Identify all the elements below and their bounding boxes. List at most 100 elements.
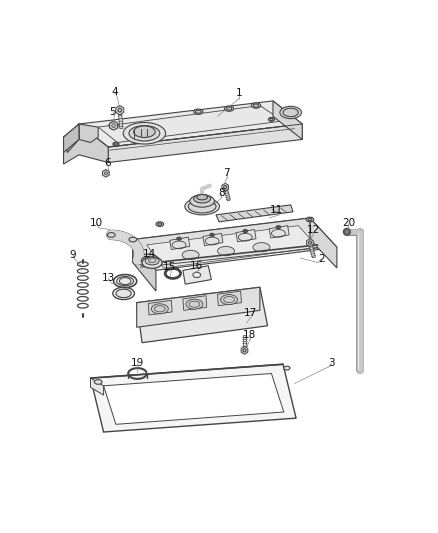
Ellipse shape [251,103,261,108]
Ellipse shape [123,123,166,144]
Text: 14: 14 [143,249,156,259]
Ellipse shape [129,237,137,242]
Ellipse shape [280,106,301,119]
Polygon shape [224,187,230,201]
Ellipse shape [277,227,279,228]
Polygon shape [64,124,108,164]
Ellipse shape [345,230,349,234]
Text: 4: 4 [112,87,118,98]
Ellipse shape [186,299,203,309]
Polygon shape [269,225,289,238]
Polygon shape [116,106,124,115]
Polygon shape [241,346,248,354]
Polygon shape [67,124,79,152]
Polygon shape [170,237,190,249]
Text: 13: 13 [102,273,115,283]
Ellipse shape [104,172,107,175]
Text: 1: 1 [236,88,242,98]
Ellipse shape [117,277,134,286]
Text: 7: 7 [223,168,230,179]
Ellipse shape [253,104,259,107]
Ellipse shape [113,142,119,146]
Text: 16: 16 [190,261,203,271]
Ellipse shape [253,243,270,252]
Ellipse shape [211,234,213,236]
Ellipse shape [194,195,211,203]
Ellipse shape [142,257,162,269]
Ellipse shape [112,124,116,127]
Polygon shape [148,301,172,315]
Ellipse shape [107,232,115,237]
Polygon shape [218,291,241,306]
Ellipse shape [270,118,273,120]
Polygon shape [133,239,156,291]
Text: 18: 18 [243,330,257,340]
Polygon shape [137,287,268,343]
Polygon shape [310,218,337,268]
Ellipse shape [190,195,215,207]
Polygon shape [137,287,260,327]
Ellipse shape [197,195,208,200]
Text: 20: 20 [342,219,355,228]
Polygon shape [110,121,117,130]
Polygon shape [79,124,98,142]
Ellipse shape [308,241,311,244]
Text: 5: 5 [110,107,116,117]
Text: 17: 17 [244,308,257,318]
Ellipse shape [156,222,164,227]
Polygon shape [273,101,302,140]
Ellipse shape [177,237,181,240]
Ellipse shape [283,108,298,117]
Ellipse shape [221,295,237,304]
Polygon shape [203,233,223,246]
Polygon shape [64,124,79,152]
Polygon shape [236,230,256,242]
Ellipse shape [185,198,219,215]
Ellipse shape [343,228,350,235]
Ellipse shape [268,117,275,122]
Ellipse shape [306,217,314,222]
Polygon shape [183,265,212,284]
Polygon shape [98,106,283,142]
Ellipse shape [243,349,246,352]
Polygon shape [91,378,103,395]
Ellipse shape [116,289,131,297]
Ellipse shape [129,126,160,141]
Ellipse shape [94,379,102,384]
Ellipse shape [148,258,156,263]
Polygon shape [308,242,315,258]
Ellipse shape [284,366,290,370]
Text: 11: 11 [270,205,283,215]
Polygon shape [183,296,207,310]
Ellipse shape [134,126,155,138]
Ellipse shape [138,254,159,266]
Polygon shape [103,374,284,424]
Ellipse shape [226,107,232,110]
Ellipse shape [182,251,199,260]
Ellipse shape [114,143,117,145]
Text: 15: 15 [163,262,177,272]
Text: 3: 3 [328,358,335,368]
Ellipse shape [196,110,201,113]
Text: 12: 12 [307,224,321,235]
Text: 19: 19 [131,358,144,368]
Ellipse shape [158,223,162,225]
Ellipse shape [145,257,159,265]
Polygon shape [118,110,123,128]
Text: 8: 8 [218,188,225,198]
Polygon shape [307,239,313,246]
Ellipse shape [151,304,168,314]
Polygon shape [102,169,109,177]
Ellipse shape [308,219,312,221]
Ellipse shape [276,225,281,229]
Polygon shape [79,101,302,147]
Polygon shape [133,218,337,270]
Ellipse shape [141,256,155,264]
Ellipse shape [178,238,180,239]
Ellipse shape [210,233,215,237]
Ellipse shape [224,106,234,111]
Ellipse shape [224,185,227,189]
Polygon shape [108,124,302,163]
Text: 10: 10 [89,219,102,228]
Ellipse shape [243,230,247,232]
